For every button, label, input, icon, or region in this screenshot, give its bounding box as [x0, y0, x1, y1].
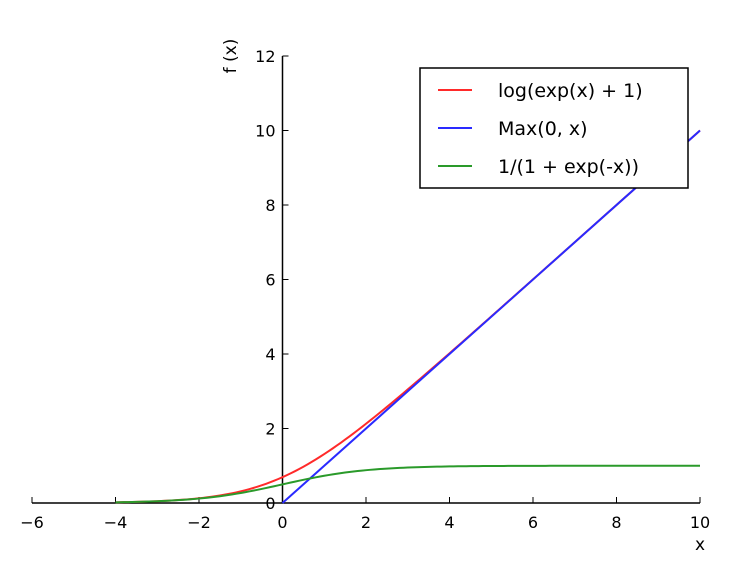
legend-label: Max(0, x): [498, 118, 588, 140]
y-axis-label: f (x): [221, 39, 241, 74]
x-tick-label: 6: [528, 513, 538, 532]
axes: −6 −4 −2 0 2 4 6 8 10 0 2 4 6 8 10 12: [20, 47, 710, 532]
x-tick-label: 0: [277, 513, 287, 532]
legend: log(exp(x) + 1) Max(0, x) 1/(1 + exp(-x)): [419, 67, 689, 189]
series-layer: [115, 129, 701, 504]
series-line-3: [115, 464, 700, 504]
y-tick-label: 12: [255, 47, 275, 66]
x-axis-label: x: [695, 535, 705, 555]
y-tick-label: 4: [265, 345, 275, 364]
y-tick-label: 6: [265, 271, 275, 290]
x-tick-label: −4: [104, 513, 128, 532]
legend-label: log(exp(x) + 1): [498, 80, 643, 102]
x-tick-label: 2: [361, 513, 371, 532]
x-tick-label: 10: [690, 513, 710, 532]
legend-label: 1/(1 + exp(-x)): [498, 156, 639, 178]
x-tick-label: −2: [187, 513, 211, 532]
y-tick-label: 10: [255, 122, 275, 141]
y-tick-label: 8: [265, 196, 275, 215]
x-tick-label: 4: [444, 513, 454, 532]
y-tick-label: 0: [265, 494, 275, 513]
y-tick-label: 2: [265, 420, 275, 439]
x-tick-label: −6: [20, 513, 44, 532]
series-line-2: [281, 129, 701, 504]
x-tick-label: 8: [611, 513, 621, 532]
